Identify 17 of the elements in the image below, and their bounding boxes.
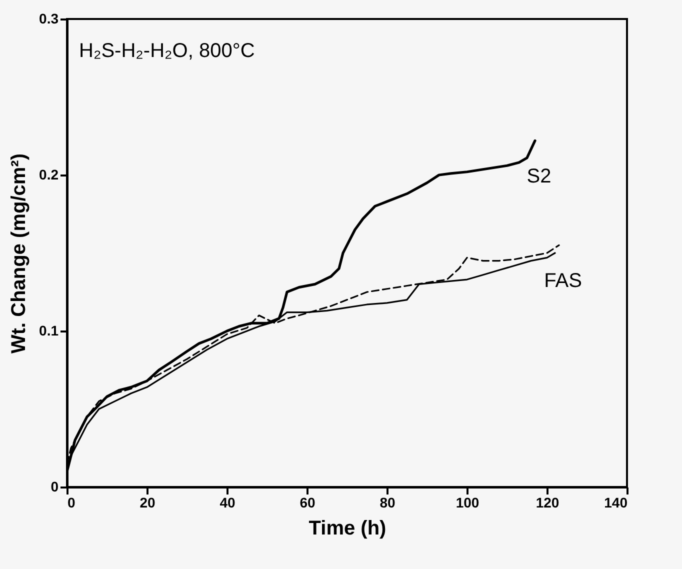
x-tick-label: 40: [220, 494, 236, 510]
x-tick-label: 0: [68, 494, 76, 510]
y-tick-label: 0.2: [39, 166, 59, 182]
x-tick-label: 60: [300, 494, 316, 510]
x-tick-label: 100: [456, 494, 480, 510]
y-axis-title: Wt. Change (mg/cm²): [8, 154, 30, 354]
x-tick-label: 120: [536, 494, 560, 510]
x-axis-title: Time (h): [308, 518, 386, 540]
series-label: FAS: [544, 270, 582, 292]
x-tick-label: 80: [380, 494, 396, 510]
annotation: H₂S-H₂-H₂O, 800°C: [79, 40, 255, 62]
y-tick-label: 0.3: [39, 10, 59, 26]
series-label: S2: [526, 166, 552, 188]
x-tick-label: 140: [604, 494, 628, 510]
y-tick-label: 0.1: [39, 322, 59, 338]
y-tick-label: 0: [50, 478, 59, 494]
x-tick-label: 20: [140, 494, 156, 510]
